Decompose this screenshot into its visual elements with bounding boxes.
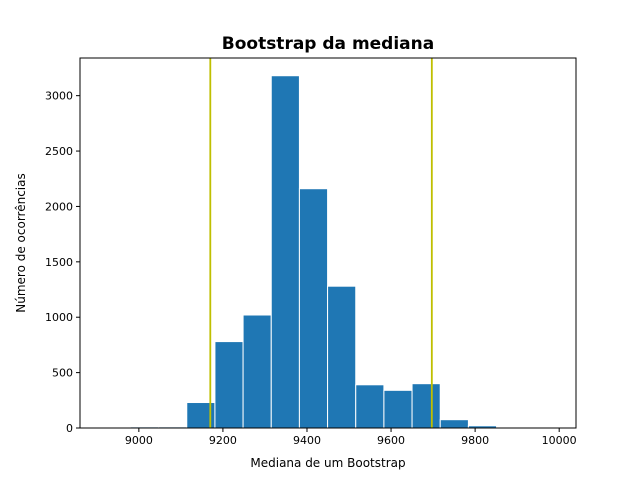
- y-tick-label-3: 1500: [45, 256, 73, 269]
- histogram-bar-7: [327, 285, 357, 429]
- y-tick-label-1: 500: [52, 367, 73, 380]
- x-axis-label: Mediana de um Bootstrap: [250, 456, 405, 470]
- y-tick-label-2: 1000: [45, 311, 73, 324]
- x-tick-label-5: 10000: [542, 434, 577, 447]
- x-tick-label-4: 9800: [461, 434, 489, 447]
- histogram-bar-11: [439, 419, 469, 429]
- x-tick-label-2: 9400: [293, 434, 321, 447]
- x-tick-label-3: 9600: [377, 434, 405, 447]
- y-tick-label-5: 2500: [45, 145, 73, 158]
- histogram-bar-9: [383, 389, 413, 429]
- histogram-bar-6: [298, 188, 329, 429]
- histogram-bar-5: [270, 75, 300, 429]
- histogram-bar-3: [214, 341, 244, 429]
- bars-group: [129, 75, 498, 429]
- chart-title: Bootstrap da mediana: [222, 34, 434, 54]
- y-axis-ticks: 0 500 1000 1500 2000 2500 3000: [45, 90, 80, 435]
- histogram-bar-8: [355, 384, 385, 429]
- x-axis-ticks: 9000 9200 9400 9600 9800 10000: [125, 428, 577, 447]
- y-axis-label: Número de ocorrências: [14, 173, 28, 313]
- y-tick-label-4: 2000: [45, 200, 73, 213]
- histogram-bar-10: [411, 383, 441, 429]
- y-tick-label-6: 3000: [45, 90, 73, 103]
- x-tick-label-0: 9000: [125, 434, 153, 447]
- y-tick-label-0: 0: [66, 422, 73, 435]
- vlines-group: [209, 58, 433, 428]
- x-tick-label-1: 9200: [209, 434, 237, 447]
- histogram-bar-4: [242, 314, 272, 429]
- plot-frame: [79, 57, 577, 429]
